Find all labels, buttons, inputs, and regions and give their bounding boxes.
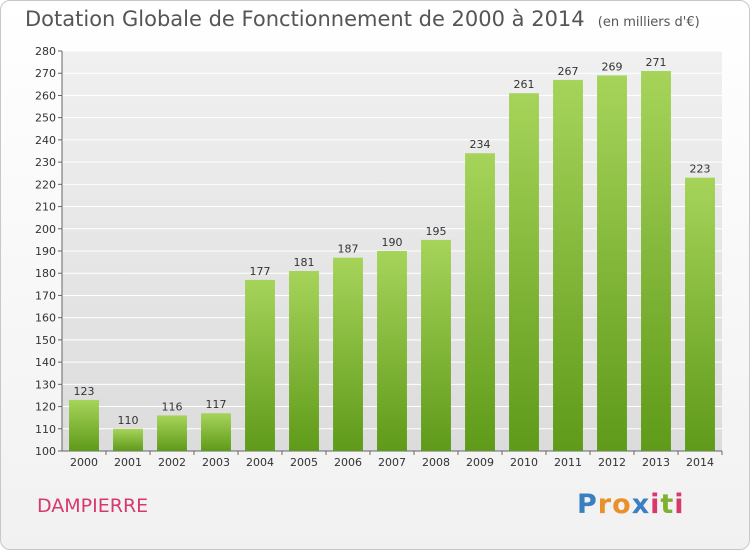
y-tick-label: 200 bbox=[35, 223, 56, 236]
title-row: Dotation Globale de Fonctionnement de 20… bbox=[25, 7, 700, 31]
y-tick-label: 100 bbox=[35, 445, 56, 458]
x-tick-label: 2011 bbox=[554, 456, 582, 469]
x-tick-label: 2000 bbox=[70, 456, 98, 469]
data-label: 117 bbox=[206, 398, 227, 411]
data-label: 123 bbox=[74, 385, 95, 398]
data-label: 116 bbox=[162, 400, 183, 413]
bar bbox=[597, 75, 627, 451]
logo-letter: i bbox=[674, 489, 685, 520]
bar bbox=[245, 279, 275, 451]
y-tick-label: 130 bbox=[35, 378, 56, 391]
logo-letter: P bbox=[577, 489, 598, 520]
data-label: 269 bbox=[602, 60, 623, 73]
data-label: 223 bbox=[690, 163, 711, 176]
y-tick-label: 270 bbox=[35, 67, 56, 80]
logo-letter: i bbox=[650, 489, 661, 520]
y-tick-label: 210 bbox=[35, 201, 56, 214]
bar bbox=[69, 399, 99, 451]
y-tick-label: 260 bbox=[35, 89, 56, 102]
x-tick-label: 2012 bbox=[598, 456, 626, 469]
x-tick-label: 2004 bbox=[246, 456, 274, 469]
y-tick-label: 180 bbox=[35, 267, 56, 280]
bar bbox=[377, 251, 407, 451]
data-label: 261 bbox=[514, 78, 535, 91]
y-tick-label: 120 bbox=[35, 401, 56, 414]
bar bbox=[641, 71, 671, 451]
logo-letter: x bbox=[631, 489, 651, 520]
y-tick-label: 230 bbox=[35, 156, 56, 169]
chart-subtitle: (en milliers d'€) bbox=[597, 15, 700, 30]
bar bbox=[201, 413, 231, 451]
x-tick-label: 2002 bbox=[158, 456, 186, 469]
x-tick-label: 2003 bbox=[202, 456, 230, 469]
place-name: DAMPIERRE bbox=[37, 495, 149, 517]
data-label: 110 bbox=[118, 414, 139, 427]
x-tick-label: 2009 bbox=[466, 456, 494, 469]
bar bbox=[289, 271, 319, 451]
bar bbox=[157, 415, 187, 451]
data-label: 267 bbox=[558, 65, 579, 78]
data-label: 181 bbox=[294, 256, 315, 269]
y-tick-label: 280 bbox=[35, 45, 56, 58]
chart-title: Dotation Globale de Fonctionnement de 20… bbox=[25, 7, 585, 31]
y-tick-label: 150 bbox=[35, 334, 56, 347]
x-tick-label: 2008 bbox=[422, 456, 450, 469]
y-tick-label: 190 bbox=[35, 245, 56, 258]
x-tick-label: 2005 bbox=[290, 456, 318, 469]
data-label: 271 bbox=[646, 56, 667, 69]
bar bbox=[333, 257, 363, 451]
data-label: 195 bbox=[426, 225, 447, 238]
y-tick-label: 110 bbox=[35, 423, 56, 436]
bar bbox=[553, 79, 583, 451]
data-label: 177 bbox=[250, 265, 271, 278]
logo-letter: r bbox=[597, 489, 613, 520]
y-tick-label: 140 bbox=[35, 356, 56, 369]
data-label: 234 bbox=[470, 138, 491, 151]
y-tick-label: 240 bbox=[35, 134, 56, 147]
x-tick-label: 2006 bbox=[334, 456, 362, 469]
bar bbox=[465, 153, 495, 451]
logo-letter: o bbox=[612, 489, 632, 520]
y-tick-label: 160 bbox=[35, 312, 56, 325]
bar bbox=[113, 428, 143, 451]
logo-letter: t bbox=[660, 489, 675, 520]
proxiti-logo: Proxiti bbox=[577, 489, 685, 520]
x-tick-label: 2010 bbox=[510, 456, 538, 469]
bar bbox=[421, 239, 451, 451]
x-tick-label: 2001 bbox=[114, 456, 142, 469]
bar bbox=[685, 177, 715, 451]
x-tick-label: 2007 bbox=[378, 456, 406, 469]
y-tick-label: 220 bbox=[35, 178, 56, 191]
data-label: 187 bbox=[338, 243, 359, 256]
x-tick-label: 2014 bbox=[686, 456, 714, 469]
y-tick-label: 250 bbox=[35, 112, 56, 125]
y-tick-label: 170 bbox=[35, 289, 56, 302]
data-label: 190 bbox=[382, 236, 403, 249]
bar bbox=[509, 93, 539, 451]
x-tick-label: 2013 bbox=[642, 456, 670, 469]
